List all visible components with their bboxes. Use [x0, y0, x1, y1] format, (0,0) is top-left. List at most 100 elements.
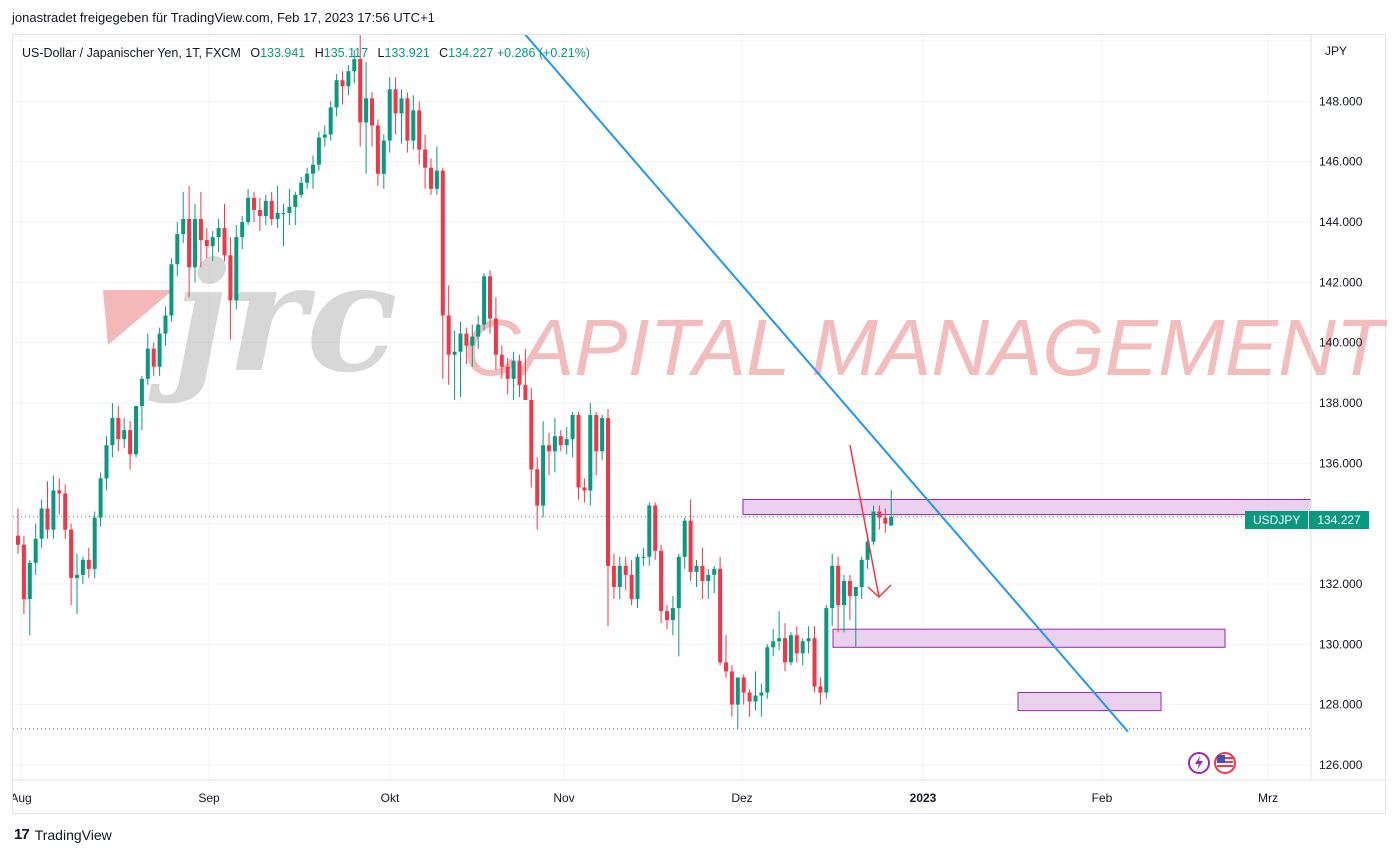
candle-body: [204, 240, 209, 247]
candle-body: [145, 348, 150, 379]
candle-body: [440, 170, 445, 316]
candle-body: [594, 415, 599, 452]
candle-body: [175, 234, 180, 265]
candle-body: [322, 134, 327, 138]
high-value: 135.117: [323, 46, 369, 60]
last-price-tag: USDJPY 134.227: [1245, 511, 1369, 529]
candle-body: [517, 360, 522, 385]
candle-body: [759, 692, 764, 696]
candle-body: [275, 212, 280, 219]
price-tick-label: 138.000: [1319, 396, 1363, 410]
candle-body: [216, 228, 221, 238]
candle-body: [252, 197, 256, 210]
candle-body: [464, 333, 469, 346]
price-tick-label: 140.000: [1319, 336, 1363, 350]
candle-body: [240, 222, 245, 238]
low-value: 133.921: [384, 46, 430, 60]
support-resistance-zone: [832, 628, 1226, 648]
candle-body: [305, 173, 310, 183]
close-label: C: [439, 46, 449, 60]
lightning-icon[interactable]: [1188, 752, 1210, 774]
candle-body: [358, 59, 363, 123]
candle-body: [181, 218, 186, 235]
candle-body: [753, 695, 758, 702]
candle-body: [688, 520, 693, 572]
annotation-arrow-head-icon: [867, 584, 892, 599]
candle-body: [741, 677, 746, 693]
candle-body: [842, 580, 846, 606]
candle-body: [535, 469, 540, 506]
trendline: [524, 35, 1129, 733]
candle-body: [399, 98, 404, 114]
candle-body: [588, 415, 593, 491]
candle-body: [871, 511, 876, 542]
candle-body: [883, 517, 888, 524]
candle-body: [647, 505, 652, 557]
candle-body: [712, 568, 717, 575]
open-value: 133.941: [260, 46, 306, 60]
candle-body: [570, 415, 575, 440]
candle-body: [86, 559, 91, 569]
candle-body: [606, 418, 610, 566]
candle-body: [771, 641, 776, 648]
candle-body: [670, 608, 675, 621]
candle-body: [812, 638, 817, 687]
candle-body: [505, 366, 510, 379]
candle-body: [51, 490, 56, 530]
candle-body: [700, 565, 705, 581]
close-value: 134.227: [448, 46, 494, 60]
candle-body: [623, 565, 628, 575]
candle-body: [853, 586, 858, 597]
watermark-text: CAPITAL MANAGEMENT: [463, 303, 1387, 392]
candle-body: [665, 611, 669, 621]
month-tick-label: Aug: [13, 791, 32, 805]
candle-body: [429, 167, 433, 189]
candle-body: [889, 516, 894, 526]
candle-body: [806, 638, 811, 642]
candle-body: [263, 200, 268, 216]
candle-body: [311, 164, 315, 174]
candle-body: [788, 635, 793, 663]
candle-body: [706, 574, 711, 581]
candle-body: [488, 276, 492, 319]
candle-body: [257, 209, 262, 216]
candle-body: [659, 550, 664, 612]
candle-body: [600, 418, 605, 452]
candle-body: [405, 98, 410, 141]
month-tick-label: Mrz: [1258, 791, 1278, 805]
candle-body: [541, 445, 546, 506]
change-value: +0.286 (+0.21%): [496, 46, 590, 60]
candle-body: [163, 315, 168, 334]
tradingview-logo-icon: 17: [14, 826, 30, 843]
footer-brand[interactable]: 17 TradingView: [14, 826, 112, 843]
us-flag-icon[interactable]: [1214, 752, 1236, 774]
month-tick-label: Dez: [731, 791, 752, 805]
candle-body: [98, 478, 103, 518]
candle-body: [281, 212, 286, 214]
chart-frame[interactable]: jrc CAPITAL MANAGEMENT JPY 126.000 128.000 13…: [12, 34, 1387, 815]
candle-body: [576, 415, 581, 488]
candle-body: [794, 635, 799, 654]
candle-body: [676, 556, 681, 609]
candle-body: [352, 59, 357, 72]
open-label: O: [250, 46, 261, 60]
candle-body: [582, 487, 587, 491]
price-tick-label: 126.000: [1319, 758, 1363, 772]
candle-body: [865, 541, 870, 560]
candle-body: [482, 276, 487, 325]
price-tick-label: 128.000: [1319, 698, 1363, 712]
candle-body: [617, 565, 622, 587]
candle-body: [198, 218, 203, 241]
price-chart[interactable]: jrc CAPITAL MANAGEMENT JPY 126.000 128.000 13…: [13, 35, 1387, 815]
candle-body: [470, 336, 475, 346]
price-tag-symbol: USDJPY: [1245, 511, 1309, 529]
candle-body: [375, 125, 380, 174]
candle-body: [552, 436, 557, 452]
candle-body: [800, 641, 805, 654]
candle-body: [511, 360, 516, 379]
candle-body: [116, 418, 121, 440]
candle-body: [411, 110, 416, 141]
month-tick-label: 2023: [910, 791, 937, 805]
candle-body: [641, 556, 646, 558]
candle-body: [293, 194, 298, 207]
